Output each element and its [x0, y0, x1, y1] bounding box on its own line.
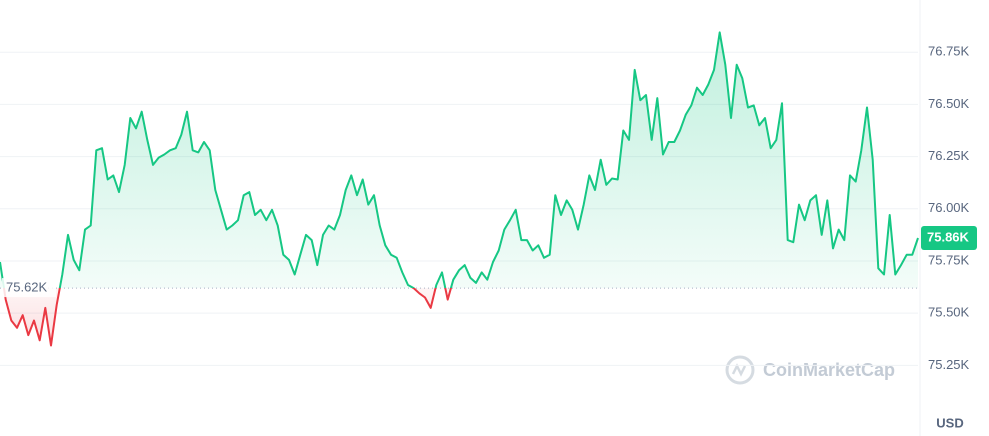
watermark: CoinMarketCap — [763, 360, 895, 380]
baseline-label-bg — [2, 278, 56, 298]
y-unit: USD — [936, 415, 963, 430]
y-tick-label: 75.50K — [928, 305, 970, 320]
price-line — [0, 31, 919, 347]
y-tick-label: 75.75K — [928, 252, 970, 267]
area — [0, 32, 918, 346]
y-tick-label: 76.75K — [928, 44, 970, 59]
baseline-label: 75.62K — [6, 280, 48, 295]
watermark-logo — [725, 355, 755, 385]
y-tick-label: 76.50K — [928, 96, 970, 111]
y-tick-label: 76.25K — [928, 148, 970, 163]
y-tick-label: 75.25K — [928, 357, 970, 372]
y-tick-label: 76.00K — [928, 200, 970, 215]
current-price-badge — [921, 225, 977, 250]
current-price-label: 75.86K — [927, 229, 970, 244]
